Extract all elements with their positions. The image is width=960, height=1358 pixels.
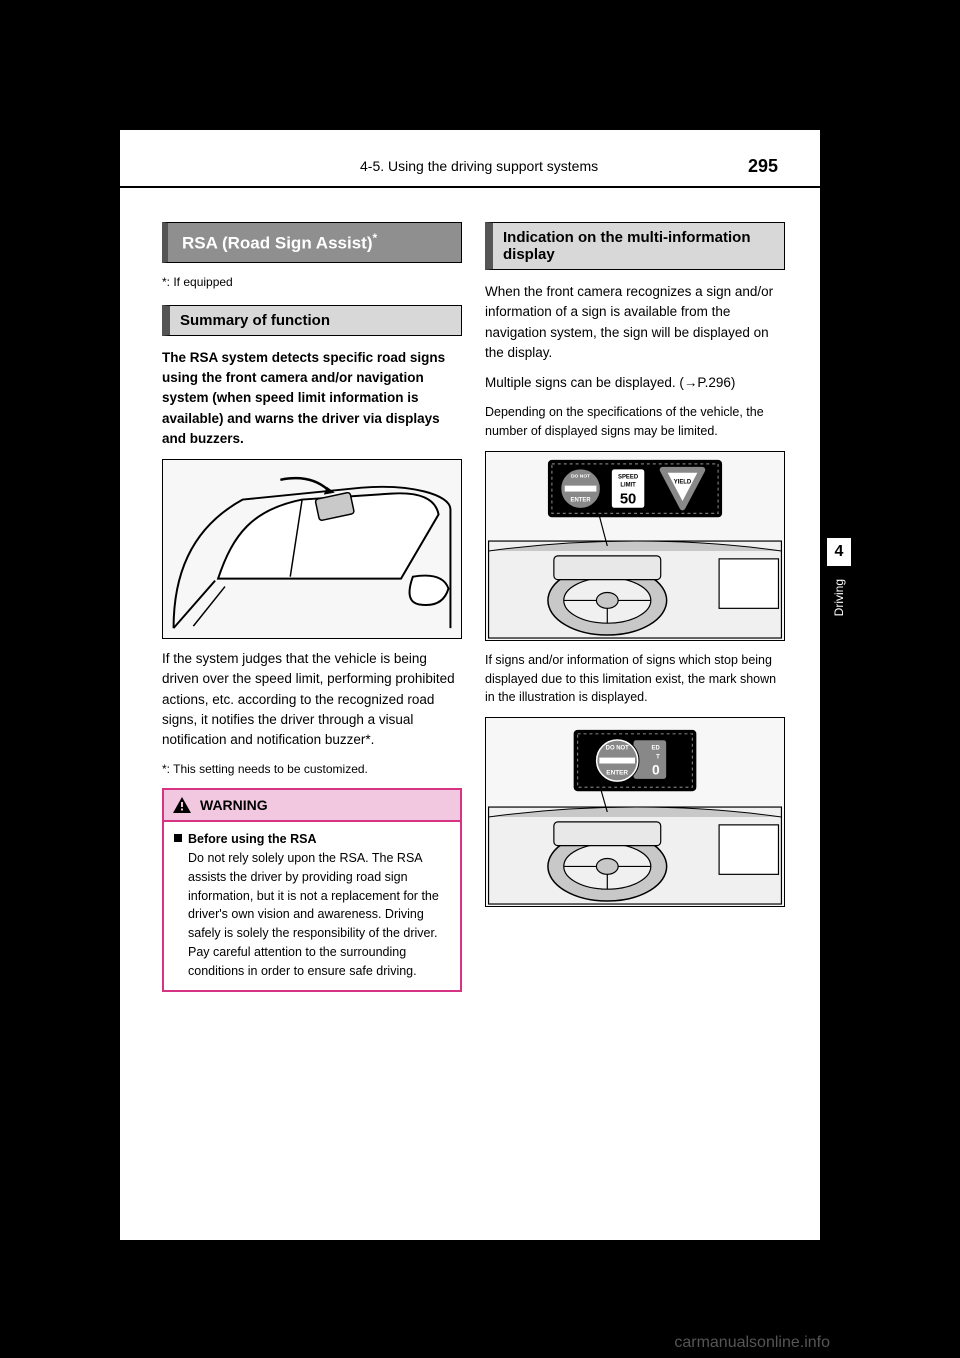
feature-title: RSA (Road Sign Assist) <box>182 234 372 253</box>
cross-reference[interactable]: →P.296) <box>684 375 736 390</box>
svg-text:ED: ED <box>652 746 661 752</box>
svg-text:YIELD: YIELD <box>674 479 692 485</box>
watermark: carmanualsonline.info <box>674 1334 830 1352</box>
svg-text:ENTER: ENTER <box>606 769 628 776</box>
summary-paragraph: The RSA system detects specific road sig… <box>162 348 462 449</box>
feature-title-box: RSA (Road Sign Assist)* <box>162 222 462 263</box>
indication-para-3: Depending on the specifications of the v… <box>485 403 785 441</box>
disclaimer-note: *: This setting needs to be customized. <box>162 760 462 778</box>
feature-title-super: * <box>372 231 377 245</box>
header-rule <box>120 186 820 188</box>
page: 295 4-5. Using the driving support syste… <box>120 130 820 1240</box>
chapter-tab-number: 4 <box>827 538 851 566</box>
overflow-sign-figure: ED T 0 DO NOT ENTER <box>485 717 785 907</box>
warning-label: WARNING <box>200 797 268 813</box>
warning-body: Before using the RSA Do not rely solely … <box>164 822 460 990</box>
multi-sign-figure: DO NOT ENTER SPEED LIMIT 50 YIELD <box>485 451 785 641</box>
svg-text:DO NOT: DO NOT <box>571 473 590 479</box>
svg-text:DO NOT: DO NOT <box>606 746 629 752</box>
svg-text:ENTER: ENTER <box>571 497 592 503</box>
title-footnote: *: If equipped <box>162 275 462 289</box>
indication-para-2: Multiple signs can be displayed. (→P.296… <box>485 373 785 393</box>
warning-triangle-icon <box>172 795 192 815</box>
svg-text:SPEED: SPEED <box>618 474 639 480</box>
indication-heading: Indication on the multi-information disp… <box>485 222 785 270</box>
left-column: RSA (Road Sign Assist)* *: If equipped S… <box>162 222 462 992</box>
warning-text: Do not rely solely upon the RSA. The RSA… <box>188 851 439 978</box>
indication-para-4: If signs and/or information of signs whi… <box>485 651 785 707</box>
svg-text:50: 50 <box>620 491 637 507</box>
warning-box: WARNING Before using the RSA Do not rely… <box>162 788 462 992</box>
indication-para-1: When the front camera recognizes a sign … <box>485 282 785 363</box>
page-number: 295 <box>748 156 778 177</box>
camera-figure <box>162 459 462 639</box>
summary-heading: Summary of function <box>162 305 462 336</box>
svg-text:0: 0 <box>652 761 660 777</box>
svg-text:T: T <box>656 755 660 761</box>
running-head: 4-5. Using the driving support systems <box>360 158 598 174</box>
indication-heading-text: Indication on the multi-information disp… <box>503 229 750 263</box>
bullet-icon <box>174 834 182 842</box>
right-column: Indication on the multi-information disp… <box>485 222 785 917</box>
disclaimer-paragraph: If the system judges that the vehicle is… <box>162 649 462 750</box>
warning-heading: Before using the RSA <box>188 832 317 846</box>
svg-text:LIMIT: LIMIT <box>620 482 636 488</box>
warning-head: WARNING <box>164 790 460 822</box>
indication-para-2-text: Multiple signs can be displayed. ( <box>485 375 684 390</box>
chapter-tab: 4 Driving <box>824 535 854 626</box>
chapter-tab-label: Driving <box>832 569 846 626</box>
